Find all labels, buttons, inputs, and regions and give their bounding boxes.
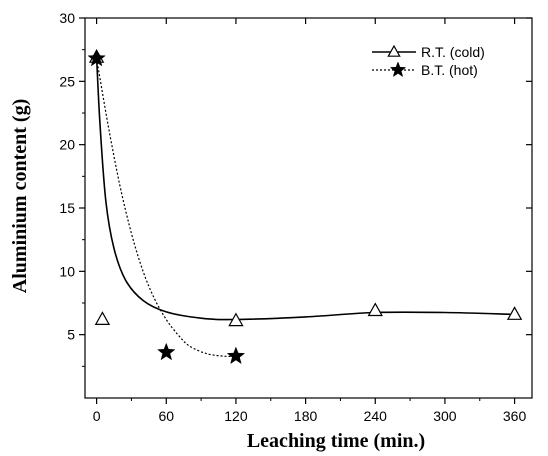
y-tick-label: 5	[67, 327, 75, 343]
legend-label-2: B.T. (hot)	[421, 62, 478, 78]
x-tick-label: 60	[158, 408, 174, 424]
x-tick-label: 300	[433, 408, 457, 424]
x-tick-label: 360	[503, 408, 527, 424]
x-tick-label: 120	[224, 408, 248, 424]
x-axis-title: Leaching time (min.)	[247, 430, 425, 452]
series-2-point	[226, 346, 246, 365]
legend-marker-1	[387, 44, 401, 57]
y-axis-title: Aluminium content (g)	[9, 99, 31, 293]
plot-area: 0 60 120 180 240 300 360 5 10 15 20 25 30 R.T. (cold)…	[59, 10, 533, 424]
series-2-point	[157, 342, 176, 361]
x-tick-label: 0	[93, 408, 101, 424]
y-tick-label: 20	[59, 137, 75, 153]
series-1-point	[228, 312, 244, 327]
y-tick-label: 10	[59, 263, 75, 279]
legend: R.T. (cold) B.T. (hot)	[372, 44, 485, 78]
series-2-point	[87, 48, 106, 67]
series-1-point	[94, 311, 111, 325]
x-tick-label: 240	[364, 408, 388, 424]
y-tick-label: 25	[59, 73, 75, 89]
legend-marker-2	[389, 61, 407, 78]
legend-label-1: R.T. (cold)	[421, 44, 485, 60]
series-line-1	[95, 57, 515, 321]
x-tick-label: 180	[294, 408, 318, 424]
series-1-point	[367, 302, 383, 317]
y-tick-label: 30	[59, 10, 75, 26]
series-1-point	[506, 306, 523, 320]
y-tick-label: 15	[59, 200, 75, 216]
